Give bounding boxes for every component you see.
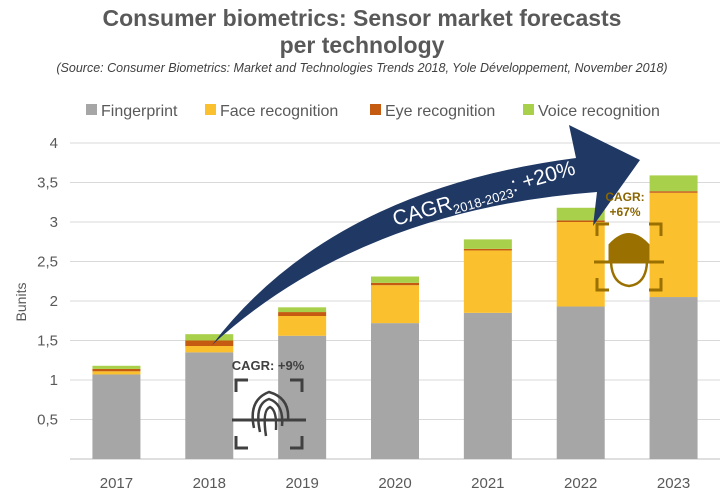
legend-swatch [205, 104, 216, 115]
bar-segment-voice-recognition [185, 334, 234, 341]
face-cagr-line1: CAGR: [605, 190, 644, 204]
chart-title-line1: Consumer biometrics: Sensor market forec… [102, 5, 622, 31]
bar-segment-face-recognition [371, 285, 419, 324]
y-tick-label: 1 [50, 372, 58, 389]
face-cagr-line2: +67% [609, 205, 640, 219]
chart-source: (Source: Consumer Biometrics: Market and… [56, 61, 668, 75]
cagr-arrow [212, 125, 640, 345]
bar-segment-eye-recognition [649, 191, 698, 193]
y-tick-label: 2,5 [37, 254, 58, 271]
legend-label: Fingerprint [101, 103, 178, 120]
y-tick-label: 2 [50, 293, 58, 310]
x-tick-label: 2023 [657, 475, 690, 492]
bar-segment-face-recognition [278, 316, 327, 336]
bar-segment-face-recognition [185, 346, 234, 353]
bar-segment-fingerprint [185, 352, 234, 459]
x-tick-label: 2019 [285, 475, 318, 492]
bar-segment-eye-recognition [92, 368, 141, 372]
fingerprint-cagr-label: CAGR: +9% [232, 358, 305, 373]
bar-segment-voice-recognition [556, 207, 605, 221]
legend: Fingerprint Face recognition Eye recogniti… [86, 103, 660, 120]
legend-label: Face recognition [220, 103, 338, 120]
face-icon [594, 222, 664, 292]
legend-swatch [86, 104, 97, 115]
x-tick-label: 2020 [378, 475, 411, 492]
bar-segment-face-recognition [556, 222, 605, 307]
legend-label: Voice recognition [538, 103, 660, 120]
bar-segment-face-recognition [649, 192, 698, 298]
y-tick-label: 0,5 [37, 412, 58, 429]
bar-segment-eye-recognition [371, 282, 419, 286]
bar-segment-eye-recognition [463, 248, 512, 251]
x-tick-label: 2018 [193, 475, 226, 492]
bar-segment-face-recognition [92, 371, 141, 375]
bar-segment-voice-recognition [371, 276, 419, 283]
bar-segment-voice-recognition [649, 175, 698, 192]
y-axis-ticks: 0,5 1 1,5 2 2,5 3 3,5 4 [37, 135, 58, 429]
bars [92, 175, 698, 459]
bar-segment-fingerprint [463, 312, 512, 459]
bar-segment-eye-recognition [278, 312, 327, 317]
x-axis-ticks: 2017 2018 2019 2020 2021 2022 2023 [100, 475, 691, 492]
bar-segment-eye-recognition [556, 220, 605, 222]
x-tick-label: 2022 [564, 475, 597, 492]
bar-segment-voice-recognition [463, 239, 512, 249]
bar-segment-face-recognition [463, 250, 512, 313]
legend-swatch [523, 104, 534, 115]
y-tick-label: 3 [50, 214, 58, 231]
x-tick-label: 2021 [471, 475, 504, 492]
y-tick-label: 1,5 [37, 333, 58, 350]
x-tick-label: 2017 [100, 475, 133, 492]
bar-segment-voice-recognition [278, 307, 327, 313]
y-axis-label: Bunits [13, 283, 29, 322]
bar-segment-fingerprint [371, 323, 419, 459]
legend-swatch [370, 104, 381, 115]
legend-label: Eye recognition [385, 103, 495, 120]
bar-segment-fingerprint [649, 297, 698, 459]
bar-segment-eye-recognition [185, 340, 234, 347]
bar-segment-fingerprint [92, 374, 141, 459]
bar-segment-fingerprint [556, 306, 605, 459]
chart-title-line2: per technology [279, 32, 445, 58]
y-tick-label: 4 [50, 135, 58, 152]
fingerprint-icon [232, 378, 306, 450]
bar-segment-voice-recognition [92, 365, 141, 369]
y-tick-label: 3,5 [37, 175, 58, 192]
